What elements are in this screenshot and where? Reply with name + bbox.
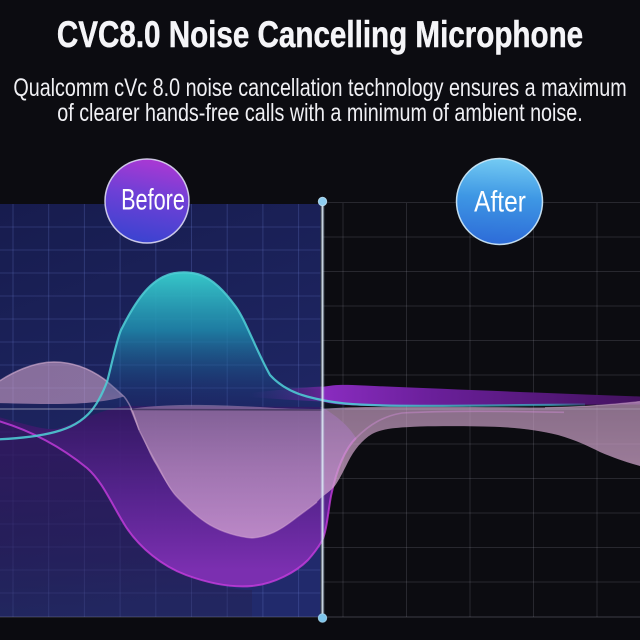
svg-text:of clearer hands-free calls wi: of clearer hands-free calls with a minim… xyxy=(57,99,583,127)
svg-text:Before: Before xyxy=(121,184,185,216)
svg-text:Qualcomm cVc 8.0 noise cancell: Qualcomm cVc 8.0 noise cancellation tech… xyxy=(13,74,626,102)
svg-text:After: After xyxy=(474,184,526,218)
svg-text:CVC8.0 Noise Cancelling Microp: CVC8.0 Noise Cancelling Microphone xyxy=(57,15,583,56)
